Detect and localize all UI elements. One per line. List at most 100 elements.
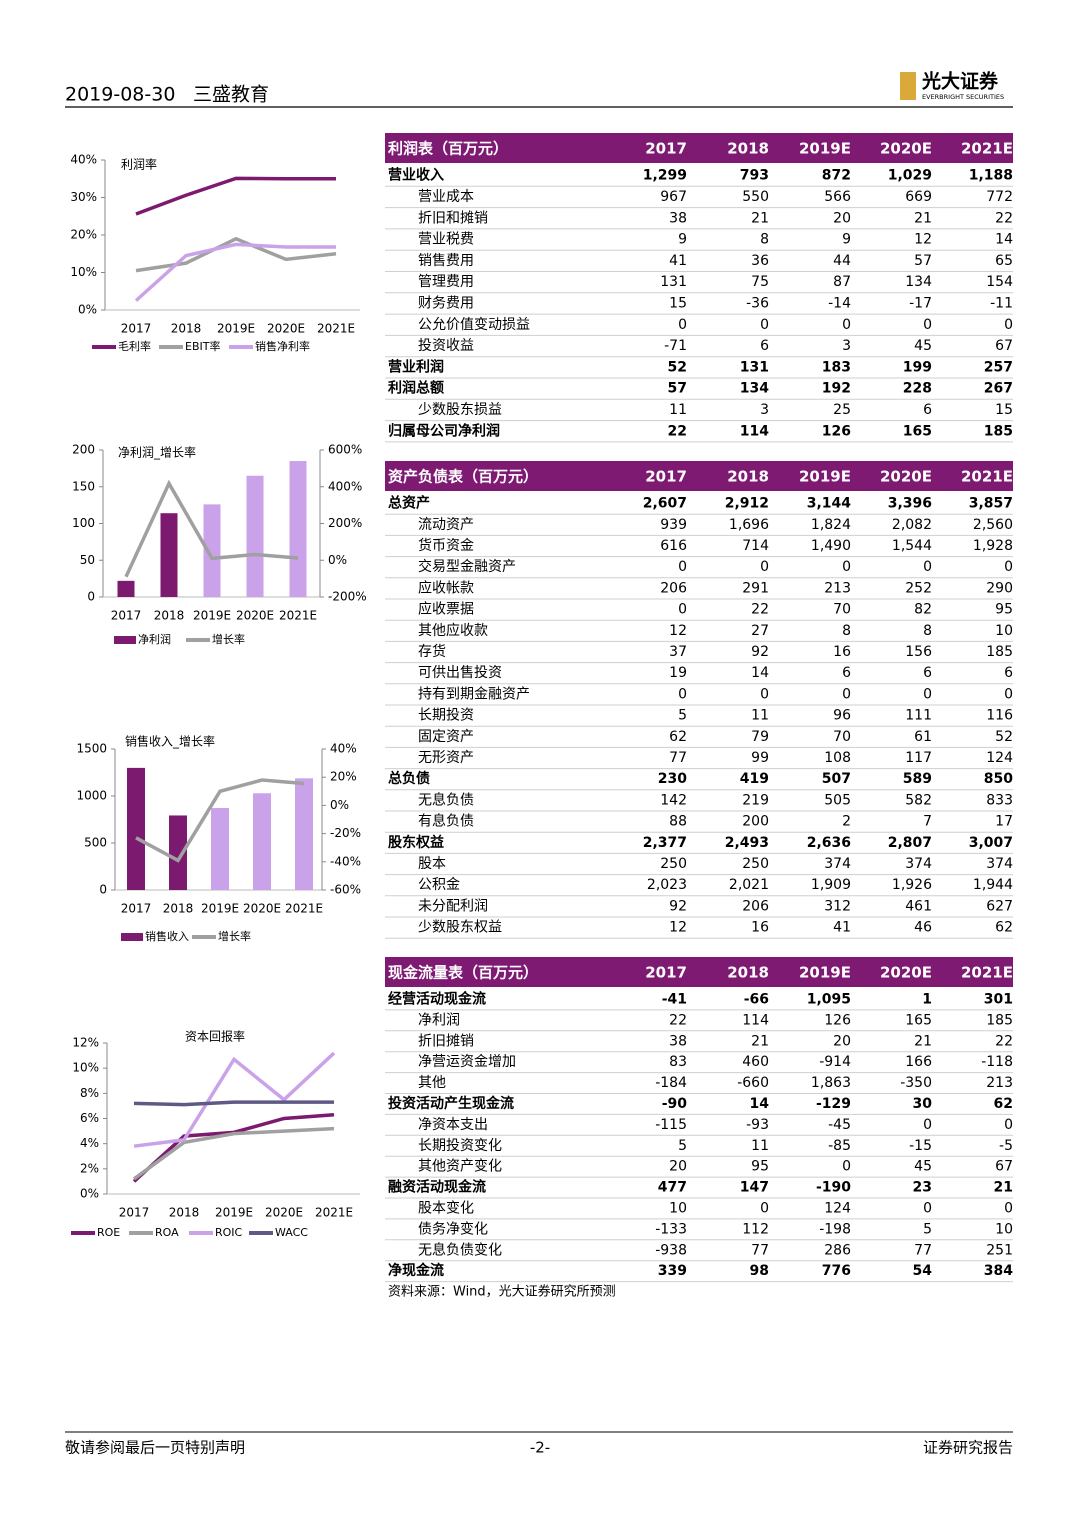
cell: 5 [678,1138,687,1154]
cell: 22 [995,210,1013,226]
cell: 20 [669,1159,687,1175]
y-tick-label: 10% [72,1061,99,1075]
y-tick-label: 200 [72,443,95,457]
cell: 3,144 [807,496,852,512]
cell: 75 [751,274,769,290]
legend-swatch [114,636,136,644]
row-label: 财务费用 [418,295,474,311]
cell: 20 [833,210,851,226]
cell: 0 [678,686,687,702]
cell: 1,863 [811,1075,851,1091]
cell: 95 [751,1159,769,1175]
x-tick-label: 2018 [163,902,194,916]
y-tick-label: 8% [80,1086,99,1100]
cell: -66 [744,991,769,1007]
cell: 126 [822,423,851,439]
cell: 15 [669,295,687,311]
cell: 206 [742,898,769,914]
legend-label: EBIT率 [185,339,220,353]
cell: 134 [905,274,932,290]
row-label: 折旧摊销 [418,1033,474,1049]
column-header: 2021E [961,140,1013,158]
row-label: 归属母公司净利润 [388,422,500,439]
cell: -11 [990,295,1013,311]
cell: 112 [742,1221,769,1237]
cell: 339 [658,1263,687,1279]
x-tick-label: 2019E [201,902,239,916]
table-header [385,461,1013,491]
cell: 6 [760,338,769,354]
row-label: 少数股东权益 [418,920,502,936]
x-tick-label: 2020E [265,1206,303,1220]
y-tick-label: 150 [72,479,95,493]
cell: 3,007 [969,835,1013,851]
y2-tick-label: 20% [330,770,357,784]
cell: 83 [669,1054,687,1070]
cell: -71 [664,338,687,354]
row-label: 股本变化 [418,1200,474,1216]
cell: 0 [923,317,932,333]
cell: -914 [819,1054,851,1070]
cell: 2,912 [725,496,769,512]
y-tick-label: 10% [70,265,97,279]
y-tick-label: 1000 [76,789,107,803]
cell: 505 [824,792,851,808]
table-title: 现金流量表（百万元） [388,964,538,982]
cell: 67 [995,1159,1013,1175]
cell: 2 [842,814,851,830]
column-header: 2017 [645,468,687,486]
cell: 41 [669,253,687,269]
cell: 147 [740,1180,769,1196]
row-label: 净现金流 [388,1262,444,1279]
row-label: 货币资金 [418,537,474,554]
row-label: 应收票据 [418,601,474,618]
cell: -41 [662,991,687,1007]
cell: 22 [668,423,687,439]
cell: 88 [669,814,687,830]
cell: -17 [909,295,932,311]
cell: 2,493 [725,835,769,851]
x-tick-label: 2020E [243,902,281,916]
bar [211,808,229,890]
y-tick-label: 0% [78,303,97,317]
cell: 46 [914,920,932,936]
line-series [132,1112,335,1183]
cell: 45 [914,1159,932,1175]
cell: 0 [760,686,769,702]
row-label: 可供出售投资 [418,665,502,681]
legend-label: 增长率 [218,929,251,943]
chart-title: 销售收入_增长率 [125,734,215,749]
x-tick-label: 2017 [121,322,152,336]
cell: 616 [660,538,687,554]
legend-label: 销售收入 [145,929,189,943]
y-tick-label: 50 [80,553,95,567]
x-tick-label: 2020E [236,609,274,623]
x-tick-label: 2017 [121,902,152,916]
line-series [134,242,336,302]
cell: 16 [833,644,851,660]
row-label: 无息负债 [418,791,474,808]
y2-tick-label: 0% [330,798,349,812]
cell: 52 [995,729,1013,745]
y-tick-label: 20% [70,228,97,242]
cell: 185 [984,423,1013,439]
cell: 550 [742,189,769,205]
cell: 117 [905,750,932,766]
row-label: 净利润 [418,1012,460,1028]
row-label: 有息负债 [418,813,474,830]
cell: 2,636 [807,835,851,851]
cell: 374 [824,856,851,872]
cell: 461 [905,898,932,914]
cell: 7 [923,814,932,830]
logo-english: EVERBRIGHT SECURITIES [922,93,1004,101]
cell: 62 [994,1096,1013,1112]
y-tick-label: 2% [80,1161,99,1175]
cell: 566 [824,189,851,205]
cell: 776 [822,1263,851,1279]
cell: -93 [746,1117,769,1133]
row-label: 净资本支出 [418,1117,488,1133]
row-label: 营业税费 [418,232,474,248]
cell: 0 [1004,686,1013,702]
row-label: 流动资产 [418,517,474,533]
